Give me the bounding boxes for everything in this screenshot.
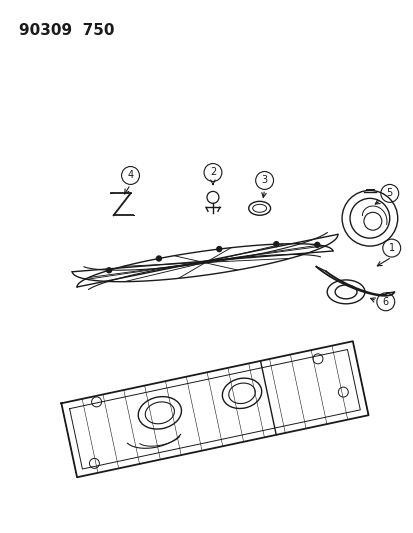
Circle shape — [314, 243, 319, 247]
Circle shape — [156, 256, 161, 261]
Text: 3: 3 — [261, 175, 267, 185]
Text: 90309  750: 90309 750 — [19, 23, 114, 38]
Text: 5: 5 — [386, 188, 392, 198]
Circle shape — [273, 241, 278, 247]
Text: 4: 4 — [127, 171, 133, 181]
Text: 2: 2 — [209, 167, 216, 177]
Circle shape — [106, 268, 111, 273]
Text: 6: 6 — [382, 297, 388, 307]
Circle shape — [216, 247, 221, 252]
Text: 1: 1 — [388, 243, 394, 253]
